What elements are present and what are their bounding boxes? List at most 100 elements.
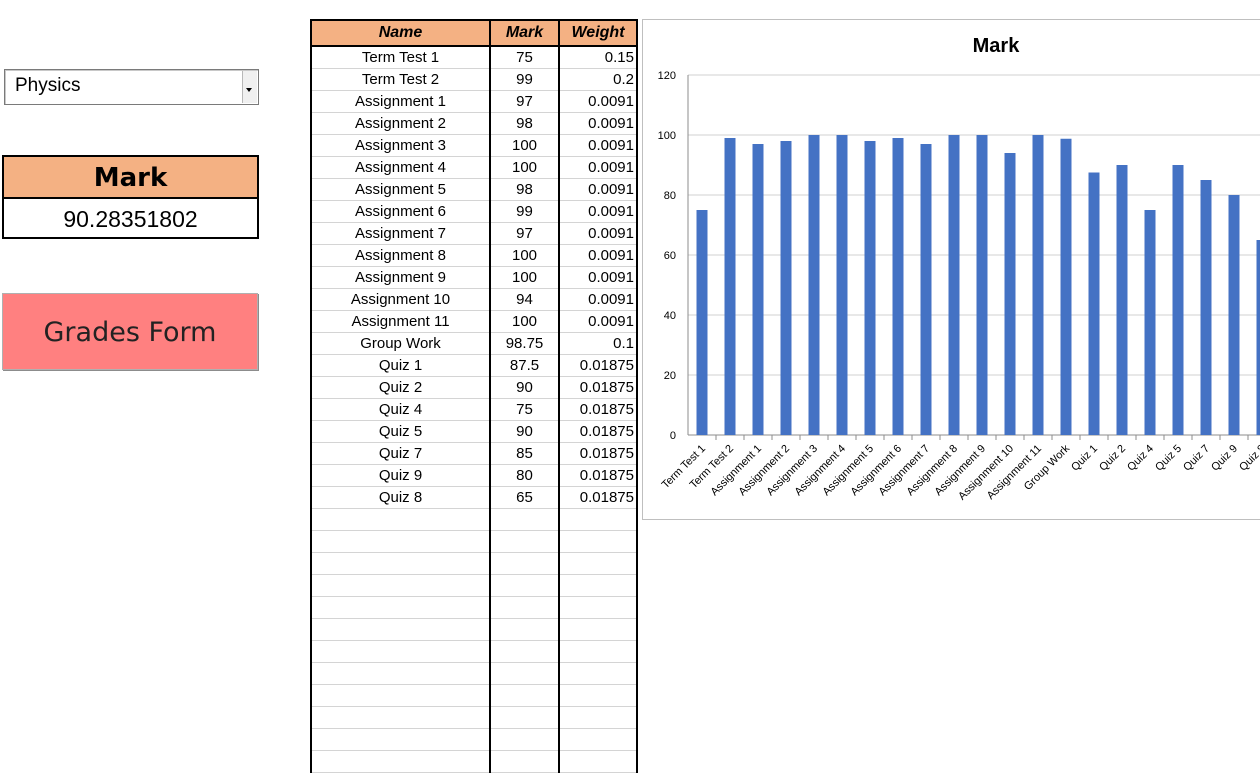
cell-mark[interactable]: 100	[490, 157, 559, 179]
cell-name[interactable]	[311, 575, 490, 597]
chart-bar[interactable]	[837, 135, 848, 435]
cell-weight[interactable]: 0.01875	[559, 355, 637, 377]
cell-weight[interactable]: 0.01875	[559, 465, 637, 487]
cell-name[interactable]: Quiz 8	[311, 487, 490, 509]
cell-mark[interactable]	[490, 707, 559, 729]
subject-dropdown[interactable]: Physics	[4, 69, 259, 105]
cell-name[interactable]: Quiz 7	[311, 443, 490, 465]
chart-bar[interactable]	[1117, 165, 1128, 435]
cell-name[interactable]: Term Test 1	[311, 46, 490, 69]
cell-name[interactable]: Group Work	[311, 333, 490, 355]
cell-weight[interactable]: 0.2	[559, 69, 637, 91]
chart-bar[interactable]	[1005, 153, 1016, 435]
cell-mark[interactable]: 100	[490, 245, 559, 267]
cell-weight[interactable]	[559, 531, 637, 553]
cell-mark[interactable]	[490, 531, 559, 553]
cell-weight[interactable]: 0.0091	[559, 179, 637, 201]
cell-name[interactable]	[311, 597, 490, 619]
cell-mark[interactable]	[490, 509, 559, 531]
cell-weight[interactable]: 0.1	[559, 333, 637, 355]
cell-weight[interactable]	[559, 509, 637, 531]
chart-bar[interactable]	[921, 144, 932, 435]
cell-mark[interactable]: 80	[490, 465, 559, 487]
cell-name[interactable]: Assignment 11	[311, 311, 490, 333]
cell-mark[interactable]: 75	[490, 46, 559, 69]
cell-weight[interactable]: 0.0091	[559, 157, 637, 179]
cell-name[interactable]: Term Test 2	[311, 69, 490, 91]
chart-bar[interactable]	[893, 138, 904, 435]
cell-name[interactable]: Assignment 2	[311, 113, 490, 135]
cell-weight[interactable]: 0.15	[559, 46, 637, 69]
chart-bar[interactable]	[977, 135, 988, 435]
cell-mark[interactable]: 98.75	[490, 333, 559, 355]
cell-mark[interactable]	[490, 663, 559, 685]
cell-mark[interactable]	[490, 597, 559, 619]
chart-bar[interactable]	[949, 135, 960, 435]
cell-weight[interactable]	[559, 597, 637, 619]
cell-mark[interactable]	[490, 641, 559, 663]
cell-weight[interactable]: 0.0091	[559, 135, 637, 157]
cell-mark[interactable]: 100	[490, 267, 559, 289]
chart-bar[interactable]	[753, 144, 764, 435]
cell-name[interactable]	[311, 553, 490, 575]
cell-mark[interactable]: 85	[490, 443, 559, 465]
cell-name[interactable]	[311, 641, 490, 663]
cell-mark[interactable]	[490, 619, 559, 641]
cell-weight[interactable]: 0.0091	[559, 245, 637, 267]
cell-name[interactable]: Assignment 6	[311, 201, 490, 223]
cell-name[interactable]	[311, 619, 490, 641]
cell-weight[interactable]	[559, 729, 637, 751]
cell-name[interactable]	[311, 729, 490, 751]
chart-bar[interactable]	[697, 210, 708, 435]
cell-weight[interactable]	[559, 641, 637, 663]
cell-mark[interactable]	[490, 729, 559, 751]
chart-bar[interactable]	[1033, 135, 1044, 435]
cell-name[interactable]: Quiz 9	[311, 465, 490, 487]
cell-mark[interactable]: 90	[490, 421, 559, 443]
chart-bar[interactable]	[1257, 240, 1260, 435]
cell-mark[interactable]	[490, 575, 559, 597]
cell-mark[interactable]: 87.5	[490, 355, 559, 377]
cell-weight[interactable]: 0.01875	[559, 487, 637, 509]
cell-weight[interactable]	[559, 685, 637, 707]
cell-name[interactable]: Quiz 1	[311, 355, 490, 377]
cell-name[interactable]	[311, 707, 490, 729]
chart-bar[interactable]	[809, 135, 820, 435]
cell-mark[interactable]: 90	[490, 377, 559, 399]
cell-weight[interactable]: 0.0091	[559, 267, 637, 289]
cell-weight[interactable]: 0.01875	[559, 421, 637, 443]
cell-name[interactable]	[311, 685, 490, 707]
cell-mark[interactable]: 99	[490, 201, 559, 223]
cell-mark[interactable]: 100	[490, 135, 559, 157]
chart-bar[interactable]	[1201, 180, 1212, 435]
cell-name[interactable]: Assignment 5	[311, 179, 490, 201]
grades-form-button[interactable]: Grades Form	[2, 293, 258, 370]
column-header-name[interactable]: Name	[311, 20, 490, 46]
cell-weight[interactable]: 0.0091	[559, 113, 637, 135]
chart-bar[interactable]	[1173, 165, 1184, 435]
cell-weight[interactable]: 0.0091	[559, 201, 637, 223]
cell-mark[interactable]: 94	[490, 289, 559, 311]
cell-mark[interactable]: 97	[490, 223, 559, 245]
cell-weight[interactable]: 0.01875	[559, 399, 637, 421]
cell-mark[interactable]	[490, 751, 559, 773]
cell-name[interactable]: Assignment 3	[311, 135, 490, 157]
cell-weight[interactable]: 0.0091	[559, 91, 637, 113]
chart-bar[interactable]	[865, 141, 876, 435]
cell-weight[interactable]: 0.01875	[559, 443, 637, 465]
cell-name[interactable]: Assignment 10	[311, 289, 490, 311]
cell-name[interactable]: Quiz 5	[311, 421, 490, 443]
cell-name[interactable]: Quiz 4	[311, 399, 490, 421]
chart-bar[interactable]	[781, 141, 792, 435]
dropdown-arrow-button[interactable]	[242, 71, 257, 103]
cell-weight[interactable]	[559, 575, 637, 597]
chart-bar[interactable]	[1229, 195, 1240, 435]
cell-weight[interactable]	[559, 553, 637, 575]
column-header-mark[interactable]: Mark	[490, 20, 559, 46]
cell-name[interactable]: Assignment 1	[311, 91, 490, 113]
cell-name[interactable]	[311, 751, 490, 773]
chart-bar[interactable]	[1061, 139, 1072, 435]
cell-weight[interactable]: 0.01875	[559, 377, 637, 399]
cell-mark[interactable]: 99	[490, 69, 559, 91]
